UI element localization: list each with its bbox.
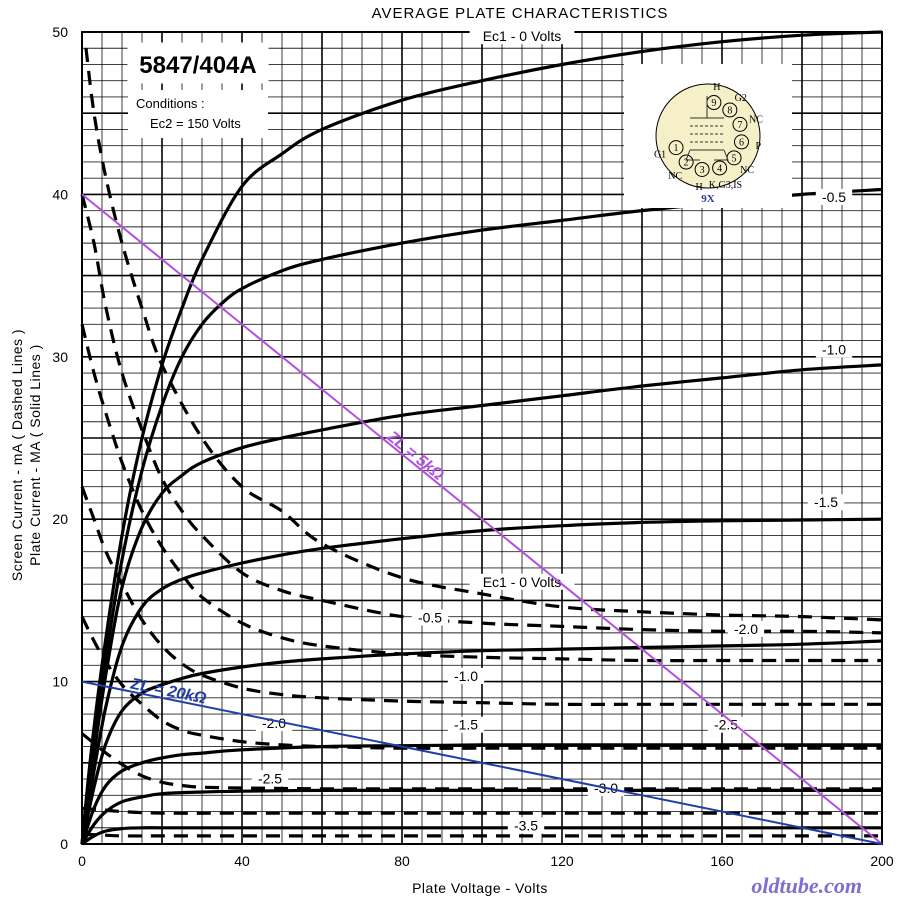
plate-current-curves xyxy=(80,30,883,846)
axis-ticks: 0 40 80 120 160 200 0 10 20 30 40 50 xyxy=(52,24,893,869)
plate-current-curve xyxy=(80,363,883,845)
pin-name: NC xyxy=(668,171,682,182)
curve-label: -1.0 xyxy=(822,342,846,358)
curve-label-background xyxy=(727,620,765,637)
y-tick-label: 20 xyxy=(52,511,68,527)
y-tick-label: 50 xyxy=(52,24,68,40)
pin-marker xyxy=(712,160,728,176)
pin-number: 5 xyxy=(732,153,737,164)
pin-marker xyxy=(732,116,748,132)
pin-number: 9 xyxy=(711,98,716,109)
curve-label-background xyxy=(815,188,853,205)
x-tick-label: 40 xyxy=(234,853,250,869)
pin-name: NC xyxy=(740,165,754,176)
pin-name: K,G3,IS xyxy=(709,180,742,191)
curve-label: -3.5 xyxy=(514,817,538,833)
y-tick-label: 30 xyxy=(52,349,68,365)
plate-current-curve xyxy=(80,743,882,845)
load-line xyxy=(81,193,883,845)
screen-current-curve xyxy=(81,806,882,815)
x-tick-label: 0 xyxy=(78,853,86,869)
pin-name: G2 xyxy=(735,93,747,104)
grid xyxy=(81,31,883,845)
pin-marker xyxy=(694,161,710,177)
screen-current-curve xyxy=(81,832,882,838)
curve-label-background xyxy=(411,609,449,626)
curve-label: -2.0 xyxy=(734,621,758,637)
curve-label-background xyxy=(707,716,745,733)
curve-labels: Ec1 - 0 Volts -0.5 -1.0 -1.5 Ec1 - 0 Volts -0… xyxy=(251,28,853,834)
conditions-label: Conditions : xyxy=(136,96,205,111)
tube-model-background xyxy=(127,42,269,84)
screen-current-curve xyxy=(84,48,883,622)
screen-current-curve xyxy=(81,732,882,791)
curve-label: -1.5 xyxy=(454,717,478,733)
pin-name: NC xyxy=(749,115,763,126)
curve-label: -1.0 xyxy=(454,668,478,684)
pin-number: 1 xyxy=(674,143,679,154)
plate-current-curve xyxy=(80,187,883,845)
curve-label: -1.5 xyxy=(814,494,838,510)
chart-title: AVERAGE PLATE CHARACTERISTICS xyxy=(372,5,669,22)
x-tick-label: 160 xyxy=(710,853,734,869)
x-tick-label: 200 xyxy=(870,853,894,869)
load-line xyxy=(81,680,883,845)
pin-number: 3 xyxy=(700,165,705,176)
plate-current-curve xyxy=(81,826,882,846)
plate-current-curve xyxy=(80,639,883,845)
conditions-value: Ec2 = 150 Volts xyxy=(150,116,241,131)
screen-current-curve xyxy=(80,323,882,663)
pin-number: 4 xyxy=(717,163,722,174)
pin-number: 7 xyxy=(737,120,742,131)
curve-label-background xyxy=(507,817,545,834)
y-axis-label-screen: Screen Current - mA ( Dashed Lines ) xyxy=(9,329,25,581)
curve-label-background xyxy=(447,716,485,733)
pin-number: 2 xyxy=(684,158,689,169)
curve-label-background xyxy=(815,341,853,358)
pin-marker xyxy=(668,140,684,156)
pin-name: H xyxy=(696,182,703,193)
plate-current-curve xyxy=(80,30,883,845)
curve-label: -2.5 xyxy=(714,717,738,733)
conditions-box: Conditions : Ec2 = 150 Volts xyxy=(128,90,268,138)
curve-label: Ec1 - 0 Volts xyxy=(483,574,562,590)
pin-number: 6 xyxy=(739,137,744,148)
y-tick-label: 0 xyxy=(60,836,68,852)
curve-label-background xyxy=(469,28,575,45)
curve-label-background xyxy=(251,770,289,787)
conditions-background xyxy=(128,90,268,138)
curve-label: -2.5 xyxy=(258,770,282,786)
curve-label: -0.5 xyxy=(822,189,846,205)
curve-label: -0.5 xyxy=(418,610,442,626)
tube-electrode-icon xyxy=(685,96,729,161)
x-tick-label: 120 xyxy=(550,853,574,869)
tube-model-box: 5847/404A xyxy=(127,42,269,84)
y-tick-label: 40 xyxy=(52,186,68,202)
pin-name: H xyxy=(713,82,720,93)
plate-current-curve xyxy=(80,517,883,845)
plate-current-curve xyxy=(80,788,882,845)
curve-label: Ec1 - 0 Volts xyxy=(483,28,562,44)
x-tick-label: 80 xyxy=(394,853,410,869)
x-axis-label: Plate Voltage - Volts xyxy=(412,880,548,896)
pin-number: 8 xyxy=(727,105,732,116)
pin-marker xyxy=(678,154,694,170)
curve-label-background xyxy=(807,494,845,511)
tube-model-label: 5847/404A xyxy=(139,52,256,79)
pin-marker xyxy=(733,134,749,150)
screen-current-curve xyxy=(80,615,882,750)
y-axis-label-plate: Plate Current - MA ( Solid Lines ) xyxy=(27,344,43,566)
watermark: oldtube.com xyxy=(751,873,862,898)
tube-base-label: 9X xyxy=(701,193,715,205)
pin-name: P xyxy=(755,141,761,152)
y-tick-label: 10 xyxy=(52,674,68,690)
pin-name: G1 xyxy=(654,149,666,160)
pin-marker xyxy=(722,102,738,118)
curve-label-background xyxy=(469,573,575,590)
curve-label-background xyxy=(447,667,485,684)
